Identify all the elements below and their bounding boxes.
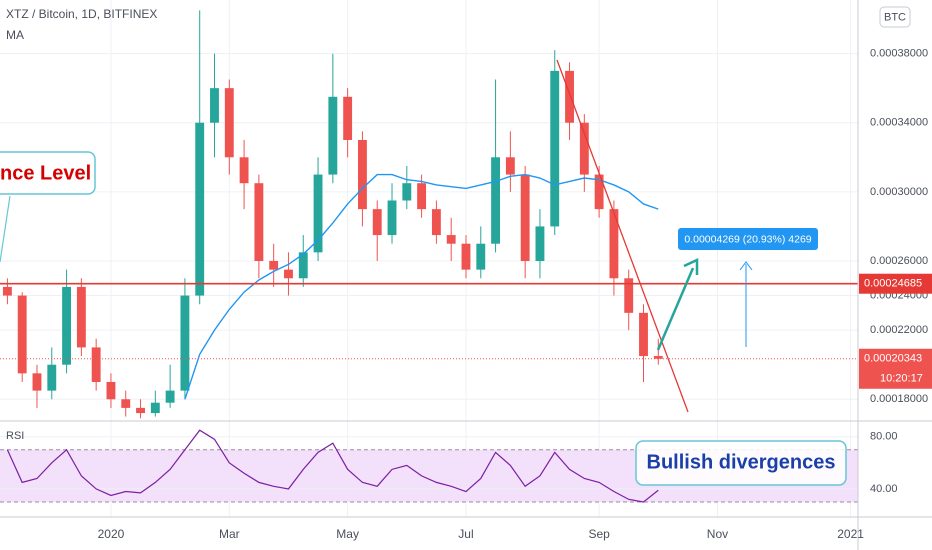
x-tick-label: Mar	[219, 527, 240, 541]
price-label-bg	[859, 348, 932, 389]
callout-text: Bullish divergences	[647, 451, 836, 473]
candle-body	[313, 174, 323, 253]
candle-body	[298, 252, 308, 279]
currency-label[interactable]: BTC	[884, 11, 906, 23]
candle-body	[579, 122, 589, 175]
candle-body	[372, 209, 382, 236]
candle-body	[505, 157, 515, 175]
candle-body	[624, 278, 634, 313]
callout-leader	[0, 195, 11, 263]
y-tick-label: 0.00022000	[870, 324, 928, 336]
candle-body	[121, 399, 131, 408]
candle-body	[461, 243, 471, 270]
x-tick-label: 2020	[98, 527, 125, 541]
candle-body	[609, 209, 619, 279]
candle-body	[343, 96, 353, 140]
arrow	[656, 267, 695, 351]
candle-body	[446, 235, 456, 244]
candle-body	[639, 312, 648, 357]
price-label-bg	[859, 273, 932, 294]
y-tick-label: 0.00018000	[870, 393, 928, 405]
candle-body	[594, 174, 604, 210]
candle-body	[284, 269, 293, 279]
candle-body	[180, 295, 190, 391]
candle-body	[491, 157, 501, 244]
candle-body	[165, 390, 175, 403]
y-tick-label: 80.00	[870, 431, 898, 443]
arrow-head	[683, 258, 699, 275]
trend-line	[556, 59, 689, 413]
candle-body	[210, 88, 219, 123]
grid-layer	[0, 0, 858, 517]
candle-body	[565, 70, 574, 123]
symbol-title: XTZ / Bitcoin, 1D, BITFINEX	[6, 7, 157, 21]
candle-body	[653, 356, 663, 359]
candle-body	[136, 407, 145, 414]
candle-body	[535, 226, 545, 261]
y-tick-label: 0.00026000	[870, 255, 928, 267]
price-pane	[0, 10, 858, 419]
candle-body	[32, 373, 42, 391]
candle-body	[106, 381, 116, 400]
candle-body	[402, 183, 412, 201]
measure-label: 0.00004269 (20.93%) 4269	[684, 233, 811, 245]
rsi-line	[6, 429, 659, 503]
candle-body	[387, 200, 397, 236]
candle-body	[476, 243, 486, 270]
candle-body	[195, 122, 205, 296]
measure-box	[678, 228, 818, 250]
axis-layer: 0.000180000.000220000.000240000.00026000…	[98, 47, 932, 541]
callout-box	[0, 151, 96, 195]
candle-body	[91, 347, 101, 382]
countdown-label: 10:20:17	[880, 373, 923, 385]
candle-body	[417, 183, 427, 210]
y-tick-label: 0.00034000	[870, 117, 928, 129]
price-label: 0.00020343	[864, 353, 922, 365]
y-tick-label: 40.00	[870, 483, 898, 495]
indicator-label: MA	[6, 28, 24, 42]
y-tick-label: 0.00030000	[870, 186, 928, 198]
candle-body	[520, 174, 530, 261]
callout-box	[635, 440, 847, 486]
candle-body	[76, 286, 86, 348]
rsi-label: RSI	[6, 430, 24, 442]
candle-body	[357, 140, 367, 210]
price-label: 0.00024685	[864, 278, 922, 290]
candle-body	[431, 209, 441, 236]
x-tick-label: Nov	[707, 527, 728, 541]
candle-body	[150, 402, 160, 414]
y-tick-label: 0.00038000	[870, 47, 928, 59]
measure-head	[739, 261, 753, 271]
candle-body	[62, 286, 72, 365]
candle-body	[239, 157, 249, 184]
x-tick-label: May	[336, 527, 359, 541]
candle-body	[328, 96, 338, 175]
candle-body	[269, 260, 279, 270]
ma-line	[184, 173, 659, 400]
candle-body	[47, 364, 57, 391]
currency-button[interactable]	[879, 6, 911, 28]
candle-body	[550, 70, 560, 227]
x-tick-label: Sep	[588, 527, 610, 541]
x-tick-label: 2021	[837, 527, 864, 541]
candle-body	[254, 183, 264, 261]
x-tick-label: Jul	[458, 527, 473, 541]
candle-body	[17, 295, 27, 374]
callout-text: nce Level	[0, 162, 91, 184]
candle-body	[2, 286, 12, 296]
candle-body	[224, 88, 234, 158]
